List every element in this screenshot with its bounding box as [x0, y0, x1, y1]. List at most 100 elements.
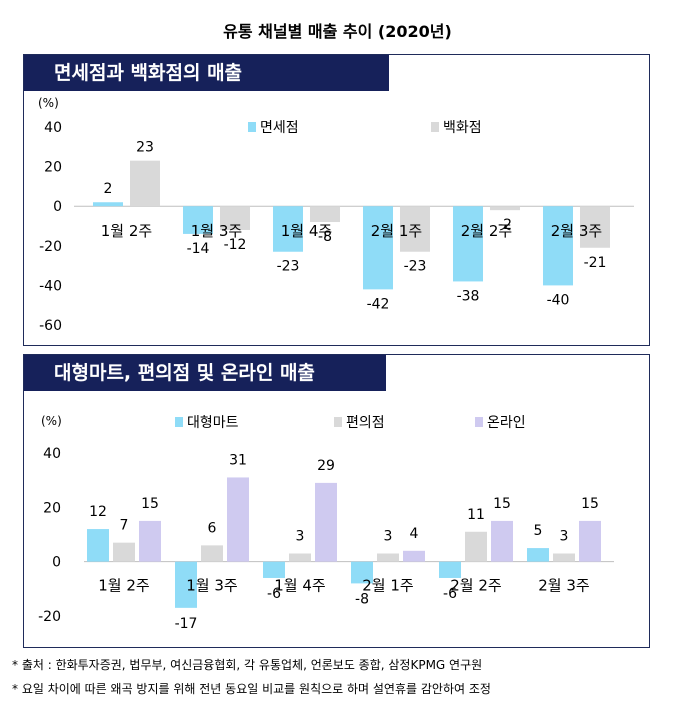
data-label: -23: [404, 259, 427, 275]
panel-title: 대형마트, 편의점 및 온라인 매출: [24, 355, 386, 391]
data-label: -6: [443, 586, 457, 602]
bar-1: [351, 561, 373, 584]
data-label: 3: [296, 529, 305, 545]
y-tick-label: -60: [39, 318, 62, 334]
bar-1: [263, 561, 285, 578]
data-label: 3: [560, 529, 569, 545]
bar-1: [543, 206, 573, 286]
y-tick-label: -20: [38, 609, 61, 625]
data-label: 5: [534, 523, 543, 539]
bar-3: [403, 550, 425, 562]
page-title: 유통 채널별 매출 추이 (2020년): [223, 22, 452, 41]
bar-1: [183, 206, 213, 234]
bar-3: [139, 520, 161, 562]
chart-panel-duty-free-department: 면세점과 백화점의 매출 (%) 40 20 0 -20 -40 -60 면세점 백화점 2 23 1…: [23, 54, 650, 346]
data-label: 29: [317, 458, 335, 474]
bar-2: [113, 542, 135, 562]
legend-swatch-2: [431, 122, 439, 132]
bar-3: [579, 520, 601, 562]
data-label: 15: [493, 496, 511, 512]
data-label: -12: [224, 237, 247, 253]
bar-1: [363, 206, 393, 290]
data-label: 23: [136, 140, 154, 156]
x-tick-label: 2월 3주: [538, 577, 589, 595]
data-label: -23: [277, 259, 300, 275]
legend-label-1: 대형마트: [187, 415, 239, 431]
x-tick-label: 1월 3주: [186, 577, 237, 595]
x-tick-label: 1월 4주: [281, 222, 332, 240]
y-tick-label: 0: [52, 555, 61, 571]
legend-swatch-3: [475, 417, 483, 427]
legend-swatch-1: [248, 122, 256, 132]
x-tick-label: 1월 4주: [274, 577, 325, 595]
data-label: -21: [584, 255, 607, 271]
data-label: 3: [384, 529, 393, 545]
bar-3: [491, 520, 513, 562]
x-tick-label: 1월 2주: [101, 222, 152, 240]
bar-1: [439, 561, 461, 578]
data-label: -8: [318, 229, 332, 245]
bar-1: [175, 561, 197, 608]
data-label: 31: [229, 452, 247, 468]
chart-mart-convenience-online: (%) 40 20 0 -20 대형마트 편의점 온라인 12 7 15 1월 2주 -17 6 31 1월 …: [38, 414, 614, 632]
x-tick-label: 2월 3주: [551, 222, 602, 240]
x-tick-label: 2월 2주: [461, 222, 512, 240]
legend-label-2: 편의점: [346, 415, 385, 431]
chart-panel-mart-convenience-online: 대형마트, 편의점 및 온라인 매출 (%) 40 20 0 -20 대형마트 편의점 온라인…: [23, 354, 650, 648]
panel-title: 면세점과 백화점의 매출: [24, 55, 389, 91]
bar-1: [87, 529, 109, 562]
x-tick-label: 2월 2주: [450, 577, 501, 595]
bar-2: [220, 206, 250, 230]
bar-2: [201, 545, 223, 562]
x-tick-label: 2월 1주: [371, 222, 422, 240]
bar-2: [490, 206, 520, 211]
data-label: -6: [267, 586, 281, 602]
bar-1: [453, 206, 483, 282]
footnote-source: * 출처 : 한화투자증권, 법무부, 여신금융협회, 각 유통업체, 언론보도…: [12, 658, 483, 672]
y-tick-label: 40: [43, 446, 61, 462]
data-label: 15: [141, 496, 159, 512]
x-tick-label: 1월 3주: [191, 222, 242, 240]
data-label: 7: [120, 518, 129, 534]
bar-3: [315, 482, 337, 562]
data-label: 2: [104, 181, 113, 197]
legend-label-2: 백화점: [443, 120, 482, 136]
data-label: -8: [355, 591, 369, 607]
data-label: -14: [187, 241, 210, 257]
legend-label-1: 면세점: [260, 120, 299, 136]
bar-1: [93, 202, 123, 207]
data-label: -38: [457, 288, 480, 304]
x-tick-label: 1월 2주: [98, 577, 149, 595]
y-tick-label: 0: [53, 199, 62, 215]
legend-label-3: 온라인: [487, 415, 526, 431]
data-label: 12: [89, 504, 107, 520]
bar-3: [227, 477, 249, 562]
footnote-note: * 요일 차이에 따른 왜곡 방지를 위해 전년 동요일 비교를 원칙으로 하며…: [12, 682, 491, 696]
data-label: 4: [410, 526, 419, 542]
y-axis-unit-label: (%): [38, 96, 59, 110]
bar-2: [130, 160, 160, 207]
data-label: 6: [208, 520, 217, 536]
bar-2: [465, 531, 487, 562]
bar-2: [553, 553, 575, 562]
y-tick-label: 20: [44, 160, 62, 176]
data-label: 11: [467, 507, 485, 523]
bar-2: [580, 206, 610, 248]
bar-2: [310, 206, 340, 223]
y-tick-label: -20: [39, 239, 62, 255]
data-label: -40: [547, 292, 570, 308]
bar-2: [289, 553, 311, 562]
data-label: -2: [498, 217, 512, 233]
legend-swatch-2: [334, 417, 342, 427]
y-tick-label: 40: [44, 120, 62, 136]
y-tick-label: -40: [39, 278, 62, 294]
legend-swatch-1: [175, 417, 183, 427]
data-label: -42: [367, 296, 390, 312]
bar-1: [273, 206, 303, 252]
x-tick-label: 2월 1주: [362, 577, 413, 595]
bar-1: [527, 548, 549, 562]
data-label: 15: [581, 496, 599, 512]
data-label: -17: [175, 616, 198, 632]
bar-2: [400, 206, 430, 252]
